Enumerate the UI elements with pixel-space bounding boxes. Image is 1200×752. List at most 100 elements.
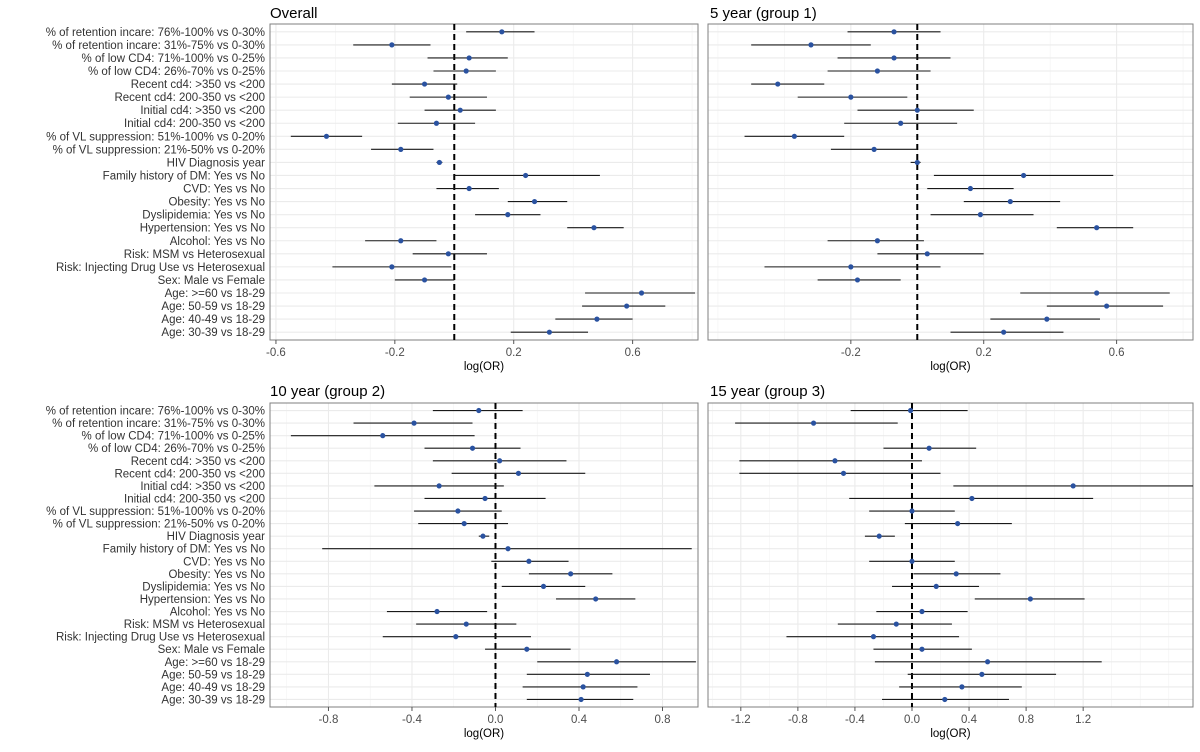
estimate-point bbox=[457, 107, 463, 113]
estimate-point bbox=[568, 571, 574, 577]
row-label: Initial cd4: >350 vs <200 bbox=[140, 105, 265, 117]
estimate-point bbox=[891, 55, 897, 61]
estimate-point bbox=[1104, 303, 1110, 309]
estimate-point bbox=[594, 316, 600, 322]
estimate-point bbox=[909, 508, 915, 514]
x-tick-label: 0.4 bbox=[961, 714, 978, 726]
row-label: Age: 50-59 vs 18-29 bbox=[161, 301, 265, 313]
row-label: Risk: Injecting Drug Use vs Heterosexual bbox=[56, 632, 265, 644]
estimate-point bbox=[546, 329, 552, 335]
estimate-point bbox=[893, 621, 899, 627]
estimate-point bbox=[919, 608, 925, 615]
estimate-point bbox=[1007, 198, 1013, 205]
plot-border bbox=[269, 402, 699, 708]
estimate-point bbox=[848, 264, 854, 270]
estimate-point bbox=[984, 659, 991, 665]
row-label: Age: 30-39 vs 18-29 bbox=[161, 327, 265, 339]
estimate-point bbox=[461, 520, 467, 527]
row-label: Age: >=60 vs 18-29 bbox=[165, 657, 265, 669]
plot-border bbox=[707, 23, 1194, 341]
row-label: % of VL suppression: 51%-100% vs 0-20% bbox=[46, 131, 265, 143]
estimate-point bbox=[874, 68, 881, 74]
x-tick-label: 0.2 bbox=[976, 347, 992, 359]
estimate-point bbox=[907, 407, 914, 414]
row-label: Age: 40-49 vs 18-29 bbox=[161, 682, 265, 694]
estimate-point bbox=[380, 433, 386, 439]
x-tick-label: -0.4 bbox=[845, 714, 865, 726]
estimate-point bbox=[810, 420, 817, 426]
estimate-point bbox=[808, 42, 814, 48]
row-label: CVD: Yes vs No bbox=[183, 184, 265, 196]
estimate-point bbox=[482, 495, 488, 502]
row-label: % of retention incare: 76%-100% vs 0-30% bbox=[46, 406, 265, 418]
estimate-point bbox=[540, 583, 547, 590]
row-label: Initial cd4: 200-350 vs <200 bbox=[124, 118, 265, 130]
estimate-point bbox=[979, 671, 985, 677]
x-tick-label: -0.6 bbox=[266, 347, 286, 359]
estimate-point bbox=[505, 546, 511, 552]
estimate-point bbox=[977, 212, 983, 218]
row-label: % of retention incare: 76%-100% vs 0-30% bbox=[46, 27, 265, 39]
estimate-point bbox=[924, 251, 930, 257]
x-tick-label: -0.8 bbox=[788, 714, 808, 726]
estimate-point bbox=[531, 198, 538, 205]
x-tick-label: 0.6 bbox=[625, 347, 641, 359]
x-tick-label: 0.6 bbox=[1109, 347, 1125, 359]
estimate-point bbox=[1070, 483, 1076, 489]
estimate-point bbox=[914, 107, 920, 113]
row-label: Recent cd4: >350 vs <200 bbox=[131, 79, 265, 91]
row-label: % of low CD4: 26%-70% vs 0-25% bbox=[88, 443, 265, 455]
estimate-point bbox=[933, 583, 939, 590]
estimate-point bbox=[411, 420, 417, 426]
estimate-point bbox=[580, 684, 586, 690]
row-label: Obesity: Yes vs No bbox=[168, 569, 265, 581]
panel-10-year-group-2: 10 year (group 2) % of retention incare: … bbox=[46, 383, 699, 740]
row-label: Family history of DM: Yes vs No bbox=[103, 544, 265, 556]
estimate-point bbox=[1094, 225, 1100, 231]
row-label: Risk: MSM vs Heterosexual bbox=[124, 249, 265, 261]
estimate-point bbox=[398, 238, 404, 244]
row-label: % of retention incare: 31%-75% vs 0-30% bbox=[52, 40, 265, 52]
estimate-point bbox=[436, 159, 443, 166]
row-label: Age: 40-49 vs 18-29 bbox=[161, 314, 265, 326]
estimate-point bbox=[909, 558, 915, 564]
x-tick-label: 0.4 bbox=[571, 714, 588, 726]
estimate-point bbox=[593, 596, 599, 602]
plot-border bbox=[707, 402, 1194, 708]
estimate-point bbox=[497, 458, 503, 464]
estimate-point bbox=[466, 55, 472, 61]
x-axis-title: log(OR) bbox=[464, 361, 504, 373]
row-label: Risk: Injecting Drug Use vs Heterosexual bbox=[56, 262, 265, 274]
x-axis-title: log(OR) bbox=[930, 361, 970, 373]
panel-title: 15 year (group 3) bbox=[710, 383, 825, 400]
row-label: Age: >=60 vs 18-29 bbox=[165, 288, 265, 300]
estimate-point bbox=[524, 646, 530, 652]
estimate-point bbox=[791, 133, 797, 139]
plot-border bbox=[269, 23, 699, 341]
estimate-point bbox=[832, 458, 838, 464]
x-axis-title: log(OR) bbox=[930, 728, 970, 740]
row-label: Initial cd4: >350 vs <200 bbox=[140, 481, 265, 493]
plot-frame bbox=[269, 402, 699, 708]
estimate-point bbox=[969, 495, 975, 502]
panel-title: Overall bbox=[270, 5, 318, 22]
estimate-point bbox=[323, 133, 330, 139]
row-label: Initial cd4: 200-350 vs <200 bbox=[124, 493, 265, 505]
row-label: Hypertension: Yes vs No bbox=[140, 594, 265, 606]
estimate-point bbox=[584, 671, 590, 677]
estimate-point bbox=[436, 483, 442, 489]
estimate-point bbox=[967, 185, 974, 192]
estimate-point bbox=[876, 533, 882, 539]
x-tick-label: 0.8 bbox=[1018, 714, 1034, 726]
estimate-point bbox=[463, 621, 469, 627]
row-label: Age: 50-59 vs 18-29 bbox=[161, 669, 265, 681]
estimate-point bbox=[891, 29, 897, 35]
estimate-point bbox=[874, 238, 881, 244]
row-label: % of low CD4: 26%-70% vs 0-25% bbox=[88, 66, 265, 78]
estimate-point bbox=[515, 470, 522, 476]
x-tick-label: 0.8 bbox=[655, 714, 671, 726]
estimate-point bbox=[591, 225, 597, 231]
estimate-point bbox=[1020, 172, 1027, 179]
row-label: HIV Diagnosis year bbox=[167, 531, 266, 543]
